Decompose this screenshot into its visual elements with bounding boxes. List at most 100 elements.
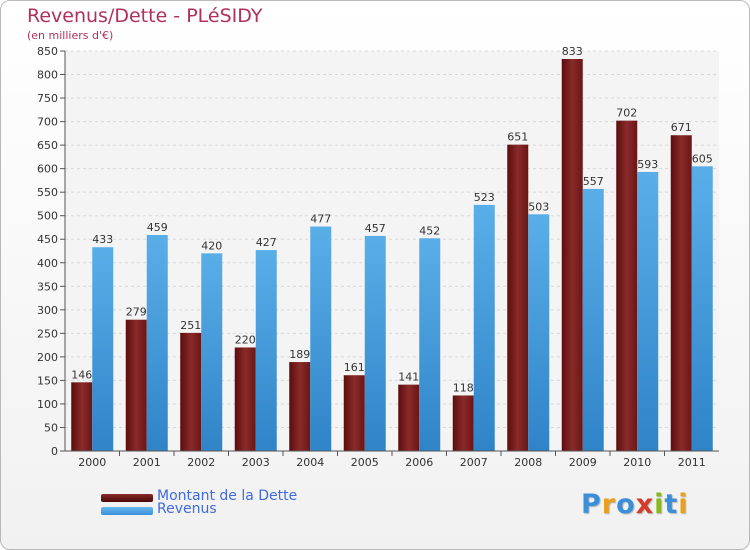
bars — [71, 59, 713, 452]
x-tick-label: 2010 — [623, 456, 651, 469]
data-label: 118 — [453, 381, 474, 394]
bar-revenus — [582, 188, 604, 451]
data-label: 251 — [180, 319, 201, 332]
plot-area — [65, 51, 719, 451]
data-label: 452 — [419, 224, 440, 237]
grid-lines — [65, 50, 719, 452]
y-tick-label: 400 — [37, 257, 58, 270]
y-tick-label: 750 — [37, 92, 58, 105]
data-label: 433 — [92, 233, 113, 246]
bar-dette — [180, 332, 202, 451]
bar-revenus — [310, 226, 332, 451]
data-label: 557 — [583, 175, 604, 188]
x-tick-label: 2005 — [351, 456, 379, 469]
bar-revenus — [146, 235, 168, 451]
legend-label-dette: Montant de la Dette — [157, 488, 298, 504]
bar-revenus — [92, 247, 114, 451]
x-tick-label: 2009 — [569, 456, 597, 469]
data-labels: 146 433 279 459 251 420 220 427 189 477 161 457 141 4… — [71, 45, 713, 394]
y-axis: 0 50 100 150 200 250 300 350 400 450 500 550 600 650 7… — [37, 45, 66, 458]
chart-title: Revenus/Dette - PLéSIDY — [27, 5, 263, 27]
y-tick-label: 300 — [37, 304, 58, 317]
legend-swatch-revenus — [101, 507, 153, 515]
legend-swatch-dette — [101, 494, 153, 502]
bar-revenus — [364, 235, 386, 451]
legend-label-revenus: Revenus — [157, 501, 217, 517]
y-tick-label: 200 — [37, 351, 58, 364]
proxiti-logo: Proxiti — [581, 489, 689, 520]
y-tick-label: 0 — [51, 445, 58, 458]
x-tick-label: 2000 — [78, 456, 106, 469]
data-label: 459 — [147, 221, 168, 234]
data-label: 420 — [201, 239, 222, 252]
logo-letter: i — [678, 489, 689, 520]
bar-dette — [670, 135, 692, 451]
bar-dette — [561, 59, 583, 451]
x-tick-label: 2001 — [133, 456, 161, 469]
bar-dette — [71, 382, 93, 451]
data-label: 671 — [671, 121, 692, 134]
logo-letter: o — [616, 489, 636, 520]
y-tick-label: 600 — [37, 163, 58, 176]
bar-revenus — [255, 250, 277, 451]
bar-revenus — [528, 214, 550, 451]
data-label: 477 — [310, 213, 331, 226]
bar-dette — [343, 375, 365, 451]
data-label: 161 — [344, 361, 365, 374]
logo-letter: i — [654, 489, 665, 520]
data-label: 146 — [71, 368, 92, 381]
x-tick-label: 2003 — [242, 456, 270, 469]
data-label: 702 — [616, 107, 637, 120]
data-label: 457 — [365, 222, 386, 235]
y-tick-label: 50 — [44, 421, 58, 434]
y-tick-label: 350 — [37, 280, 58, 293]
x-tick-label: 2008 — [514, 456, 542, 469]
y-tick-label: 700 — [37, 116, 58, 129]
bar-dette — [289, 362, 311, 451]
data-label: 651 — [507, 131, 528, 144]
bar-dette — [507, 144, 529, 451]
logo-letter: x — [635, 489, 655, 520]
y-tick-label: 550 — [37, 186, 58, 199]
bar-dette — [234, 347, 256, 451]
bar-revenus — [691, 166, 713, 451]
data-label: 141 — [398, 371, 419, 384]
plot-background — [65, 51, 719, 451]
data-label: 593 — [637, 158, 658, 171]
y-tick-label: 100 — [37, 398, 58, 411]
bar-dette — [616, 120, 638, 451]
y-tick-label: 150 — [37, 374, 58, 387]
y-tick-label: 650 — [37, 139, 58, 152]
data-label: 833 — [562, 45, 583, 58]
chart-subtitle: (en milliers d'€) — [27, 29, 114, 42]
logo-letter: r — [601, 489, 617, 520]
x-tick-label: 2004 — [296, 456, 324, 469]
logo-letter: P — [581, 489, 602, 520]
y-tick-label: 500 — [37, 210, 58, 223]
y-tick-label: 250 — [37, 327, 58, 340]
x-axis: 2000 2001 2002 2003 2004 2005 2006 2007 2008 2009… — [65, 450, 719, 469]
data-label: 427 — [256, 236, 277, 249]
bar-dette — [398, 384, 420, 451]
y-tick-label: 800 — [37, 69, 58, 82]
data-label: 523 — [474, 191, 495, 204]
logo-letter: t — [664, 489, 679, 520]
bar-dette — [125, 319, 147, 451]
data-label: 503 — [528, 200, 549, 213]
data-label: 189 — [289, 348, 310, 361]
bar-revenus — [473, 204, 495, 451]
x-tick-label: 2011 — [678, 456, 706, 469]
x-tick-label: 2002 — [187, 456, 215, 469]
bar-revenus — [637, 171, 659, 452]
y-tick-label: 850 — [37, 45, 58, 58]
data-label: 605 — [692, 152, 713, 165]
data-label: 279 — [126, 306, 147, 319]
x-tick-label: 2006 — [405, 456, 433, 469]
bar-dette — [452, 395, 474, 451]
bar-revenus — [201, 253, 223, 451]
bar-revenus — [419, 238, 441, 451]
x-tick-label: 2007 — [460, 456, 488, 469]
data-label: 220 — [235, 333, 256, 346]
